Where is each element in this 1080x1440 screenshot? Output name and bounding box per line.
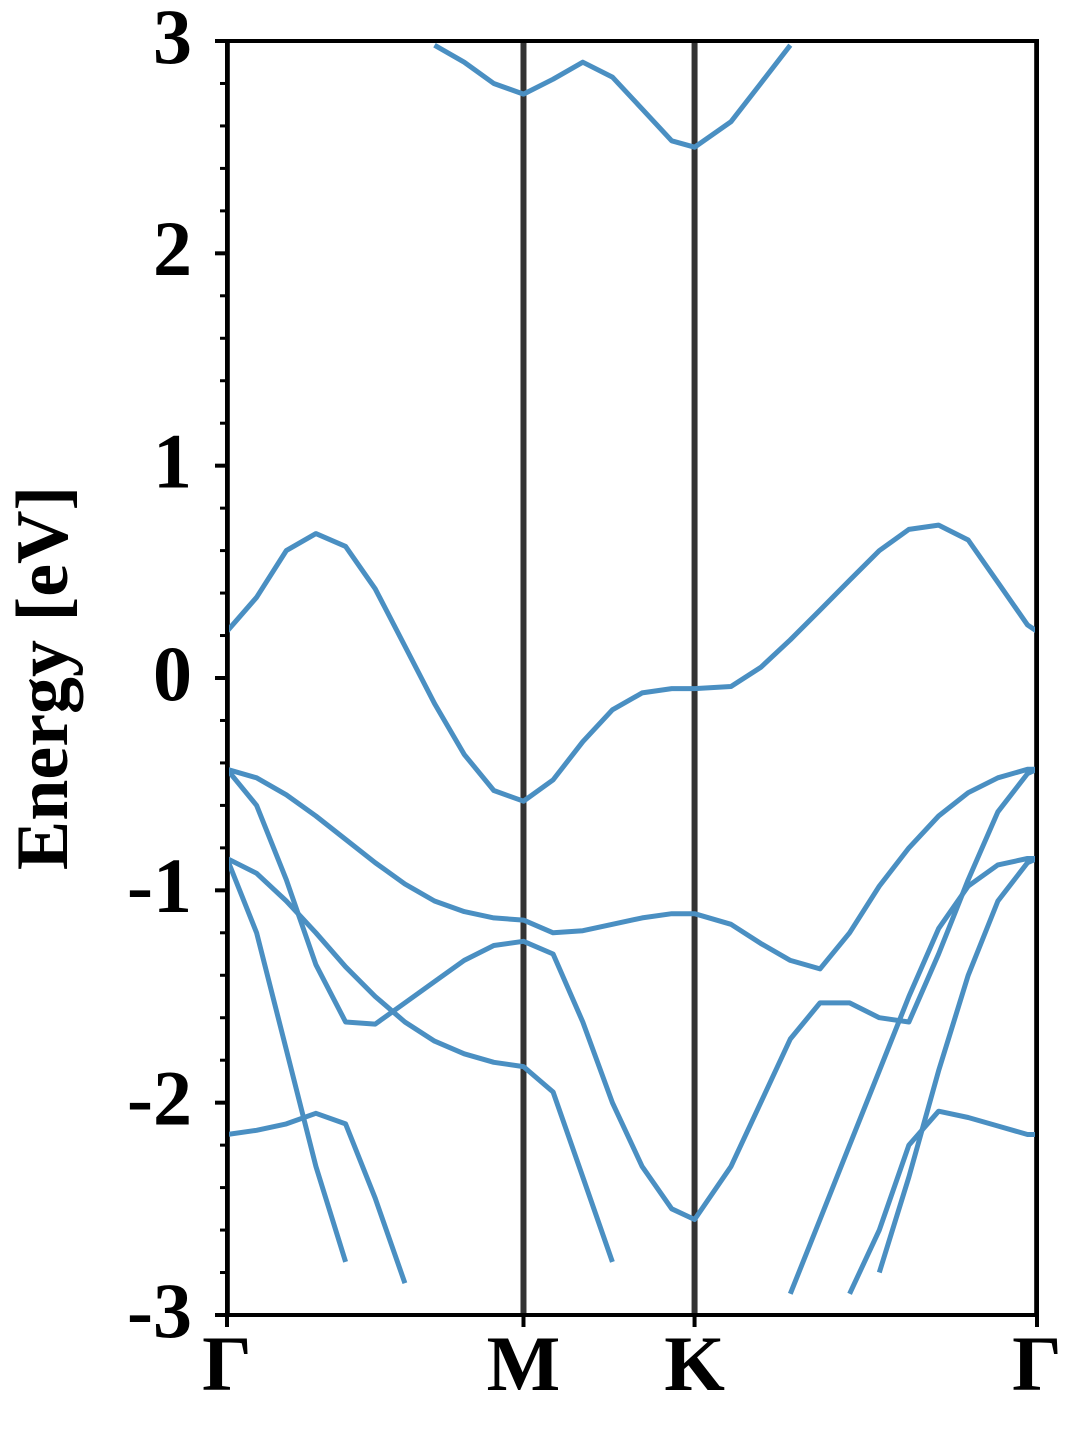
y-tick-label: -2 [127,1055,192,1142]
y-tick-label: -3 [127,1267,192,1354]
y-tick-label: 1 [153,418,192,505]
y-tick-label: 3 [153,0,192,80]
band-line [433,43,793,150]
band-line [227,1108,1037,1295]
plot-area [227,41,1037,1315]
y-axis-label: Energy [eV] [2,486,84,870]
band-line [227,767,1037,1222]
x-tick-label: Γ [202,1320,252,1407]
x-tick-label: Γ [1012,1320,1062,1407]
plot-frame [225,39,1039,1317]
band-line [227,766,1037,972]
x-tick-label: M [487,1320,561,1407]
band-line [227,856,1037,1295]
y-tick-label: -1 [127,842,192,929]
band-line [227,522,1037,804]
y-tick-label: 2 [153,205,192,292]
x-tick-label: K [664,1320,725,1407]
y-tick-label: 0 [153,630,192,717]
band-line [227,856,1037,1274]
